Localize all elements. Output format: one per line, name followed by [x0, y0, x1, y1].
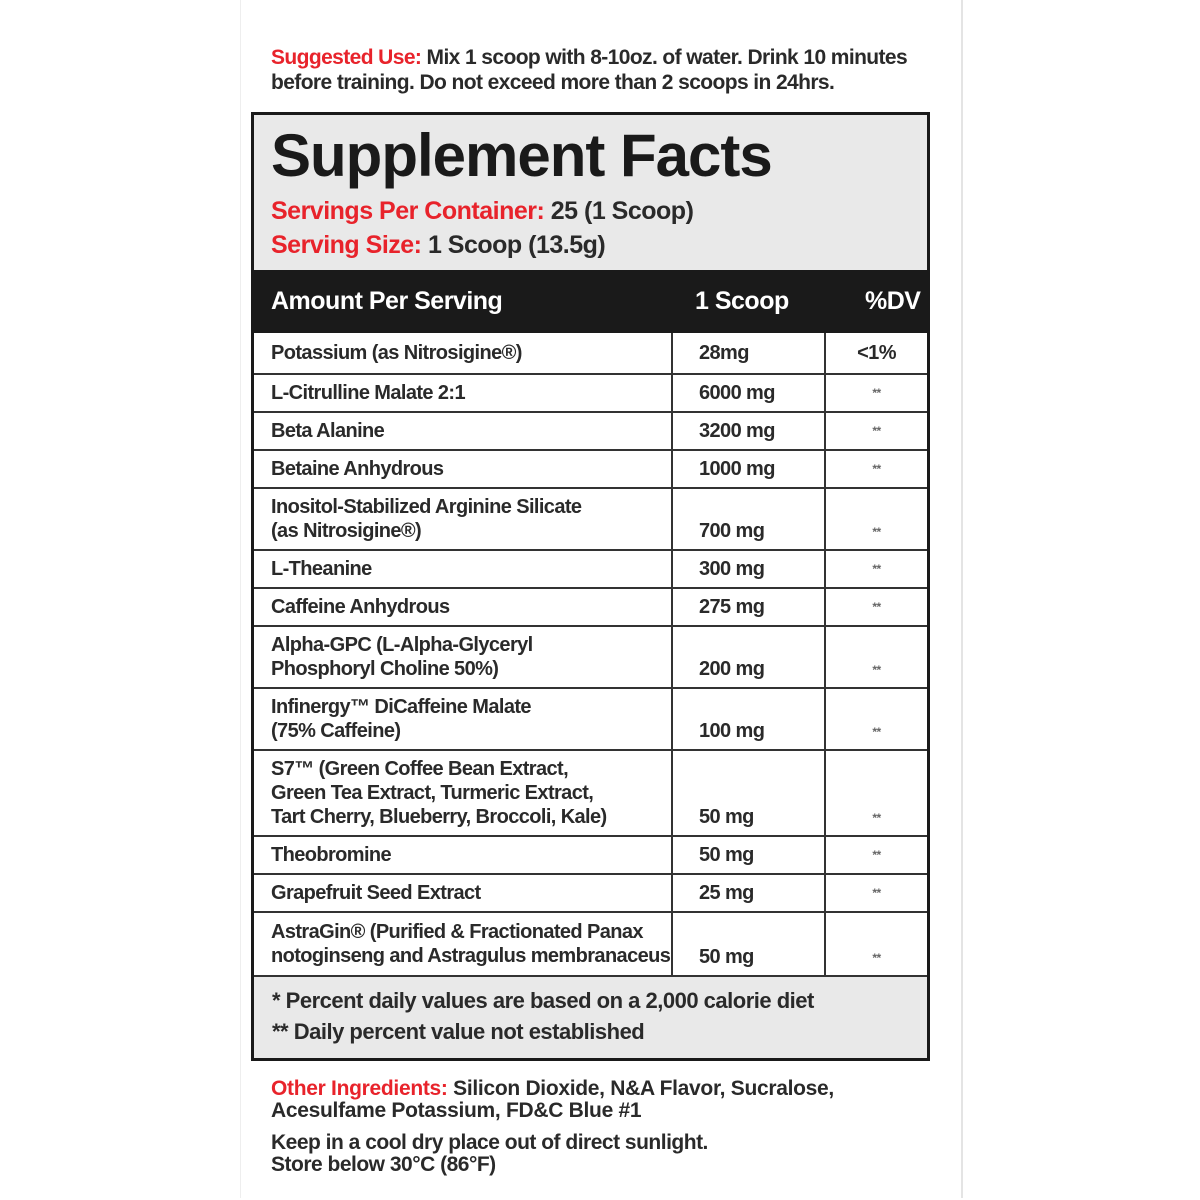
ingredient-amount: 700 mg [673, 489, 826, 549]
other-ingredients-label: Other Ingredients: [271, 1077, 448, 1100]
footnote: * Percent daily values are based on a 2,… [272, 988, 814, 1013]
ingredient-name: Infinergy™ DiCaffeine Malate (75% Caffein… [254, 689, 673, 749]
table-row: Caffeine Anhydrous 275 mg ** [254, 587, 927, 625]
suggested-use: Suggested Use: Mix 1 scoop with 8-10oz. … [271, 45, 961, 95]
suggested-use-label: Suggested Use: [271, 46, 422, 69]
ingredient-name: Inositol-Stabilized Arginine Silicate (as… [254, 489, 673, 549]
ingredient-name-line: Potassium (as Nitrosigine®) [271, 342, 522, 364]
ingredient-amount: 275 mg [673, 589, 826, 625]
ingredient-dv: ** [872, 600, 881, 614]
servings-value: 25 (1 Scoop) [544, 197, 694, 225]
ingredient-amount: 25 mg [673, 875, 826, 911]
column-header: Amount Per Serving 1 Scoop %DV [254, 270, 927, 333]
ingredient-rows: Potassium (as Nitrosigine®) 28mg <1% L-Citr… [254, 333, 927, 975]
storage-instructions: Keep in a cool dry place out of direct s… [271, 1132, 951, 1176]
ingredient-name: L-Citrulline Malate 2:1 [254, 375, 673, 411]
table-row: Beta Alanine 3200 mg ** [254, 411, 927, 449]
ingredient-name: AstraGin® (Purified & Fractionated Panax… [254, 913, 673, 975]
table-row: Potassium (as Nitrosigine®) 28mg <1% [254, 333, 927, 373]
ingredient-name-line: (as Nitrosigine®) [271, 520, 422, 542]
storage-line: Store below 30°C (86°F) [271, 1153, 496, 1176]
table-row: Inositol-Stabilized Arginine Silicate (as… [254, 487, 927, 549]
ingredient-name: S7™ (Green Coffee Bean Extract, Green Tea… [254, 751, 673, 835]
ingredient-dv: ** [872, 725, 881, 739]
ingredient-dv: ** [872, 951, 881, 965]
ingredient-name: Theobromine [254, 837, 673, 873]
table-row: Infinergy™ DiCaffeine Malate (75% Caffein… [254, 687, 927, 749]
ingredient-amount: 1000 mg [673, 451, 826, 487]
ingredient-name: L-Theanine [254, 551, 673, 587]
table-row: Alpha-GPC (L-Alpha-Glyceryl Phosphoryl Ch… [254, 625, 927, 687]
ingredient-name-line: AstraGin® (Purified & Fractionated Panax [271, 921, 644, 943]
size-label: Serving Size: [271, 231, 422, 259]
ingredient-name: Potassium (as Nitrosigine®) [254, 333, 673, 373]
ingredient-name-line: Tart Cherry, Blueberry, Broccoli, Kale) [271, 806, 607, 828]
ingredient-name-line: Phosphoryl Choline 50%) [271, 658, 499, 680]
servings-per-container: Servings Per Container: 25 (1 Scoop) [271, 197, 694, 226]
ingredient-dv: ** [872, 811, 881, 825]
facts-title: Supplement Facts [271, 122, 773, 189]
ingredient-amount: 100 mg [673, 689, 826, 749]
ingredient-name-line: Alpha-GPC (L-Alpha-Glyceryl [271, 634, 533, 656]
ingredient-dv: ** [872, 525, 881, 539]
servings-label: Servings Per Container: [271, 197, 545, 225]
ingredient-dv: ** [872, 848, 881, 862]
table-row: Theobromine 50 mg ** [254, 835, 927, 873]
ingredient-name-line: Infinergy™ DiCaffeine Malate [271, 696, 532, 718]
ingredient-name-line: Green Tea Extract, Turmeric Extract, [271, 782, 594, 804]
header-amount-per-serving: Amount Per Serving [271, 287, 503, 315]
ingredient-amount: 50 mg [673, 913, 826, 975]
serving-size: Serving Size: 1 Scoop (13.5g) [271, 231, 606, 260]
ingredient-amount: 50 mg [673, 751, 826, 835]
table-row: S7™ (Green Coffee Bean Extract, Green Tea… [254, 749, 927, 835]
ingredient-name-line: Theobromine [271, 844, 392, 866]
ingredient-name: Caffeine Anhydrous [254, 589, 673, 625]
ingredient-name-line: Inositol-Stabilized Arginine Silicate [271, 496, 582, 518]
ingredient-name-line: notoginseng and Astragulus membranaceus [271, 945, 671, 967]
ingredient-amount: 50 mg [673, 837, 826, 873]
ingredient-name-line: (75% Caffeine) [271, 720, 401, 742]
ingredient-amount: 28mg [673, 333, 826, 373]
ingredient-name-line: Beta Alanine [271, 420, 385, 442]
ingredient-dv: ** [872, 386, 881, 400]
ingredient-amount: 300 mg [673, 551, 826, 587]
ingredient-dv: ** [872, 886, 881, 900]
header-dv: %DV [865, 287, 921, 315]
ingredient-name: Betaine Anhydrous [254, 451, 673, 487]
ingredient-name: Beta Alanine [254, 413, 673, 449]
ingredient-name-line: L-Theanine [271, 558, 372, 580]
ingredient-name-line: Grapefruit Seed Extract [271, 882, 481, 904]
ingredient-amount: 200 mg [673, 627, 826, 687]
table-row: AstraGin® (Purified & Fractionated Panax… [254, 911, 927, 975]
footnotes: * Percent daily values are based on a 2,… [254, 975, 927, 1058]
ingredient-name: Alpha-GPC (L-Alpha-Glyceryl Phosphoryl Ch… [254, 627, 673, 687]
footnote: ** Daily percent value not established [272, 1019, 645, 1044]
other-ingredients: Other Ingredients: Silicon Dioxide, N&A … [271, 1078, 951, 1122]
ingredient-name: Grapefruit Seed Extract [254, 875, 673, 911]
facts-header: Supplement Facts Servings Per Container:… [254, 115, 927, 270]
other-ingredients-text: Silicon Dioxide, N&A Flavor, Sucralose, … [271, 1077, 834, 1122]
ingredient-dv: <1% [857, 341, 896, 364]
ingredient-name-line: Caffeine Anhydrous [271, 596, 450, 618]
supplement-facts-table: Supplement Facts Servings Per Container:… [251, 112, 930, 1061]
ingredient-dv: ** [872, 663, 881, 677]
ingredient-amount: 3200 mg [673, 413, 826, 449]
table-row: L-Theanine 300 mg ** [254, 549, 927, 587]
ingredient-name-line: S7™ (Green Coffee Bean Extract, [271, 758, 569, 780]
storage-line: Keep in a cool dry place out of direct s… [271, 1131, 708, 1154]
ingredient-amount: 6000 mg [673, 375, 826, 411]
ingredient-dv: ** [872, 462, 881, 476]
header-scoop: 1 Scoop [695, 287, 789, 315]
ingredient-dv: ** [872, 562, 881, 576]
table-row: Grapefruit Seed Extract 25 mg ** [254, 873, 927, 911]
ingredient-dv: ** [872, 424, 881, 438]
table-row: Betaine Anhydrous 1000 mg ** [254, 449, 927, 487]
ingredient-name-line: L-Citrulline Malate 2:1 [271, 382, 466, 404]
suggested-use-text: Mix 1 scoop with 8-10oz. of water. Drink… [271, 46, 908, 94]
ingredient-name-line: Betaine Anhydrous [271, 458, 444, 480]
size-value: 1 Scoop (13.5g) [421, 231, 606, 259]
table-row: L-Citrulline Malate 2:1 6000 mg ** [254, 373, 927, 411]
